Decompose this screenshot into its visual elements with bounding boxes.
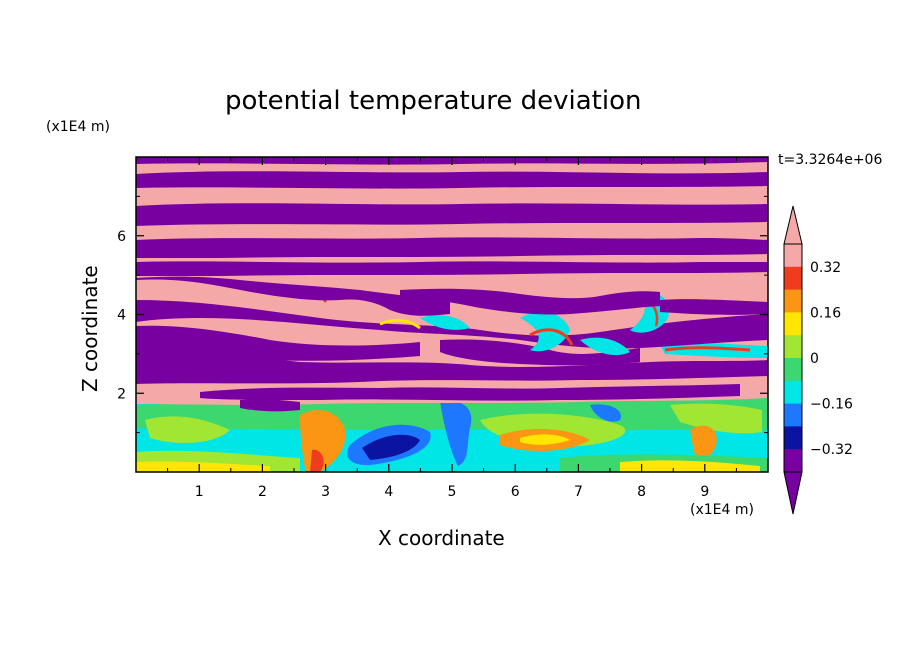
y-tick-label: 2: [117, 386, 126, 402]
y-axis-label: Z coordinate: [78, 265, 102, 392]
colorbar-frame: [783, 243, 803, 473]
x-tick-label: 3: [321, 484, 330, 500]
colorbar-tick-label: −0.16: [810, 397, 853, 413]
y-ticks: 2 4 6: [117, 195, 768, 434]
colorbar-swatch: [784, 380, 802, 405]
x-tick-label: 5: [448, 484, 457, 500]
x-tick-label: 6: [511, 484, 520, 500]
colorbar-tick-label: 0.32: [810, 260, 841, 276]
colorbar-swatch: [784, 426, 802, 450]
x-tick-label: 1: [195, 484, 204, 500]
x-tick-label: 9: [700, 484, 709, 500]
colorbar-swatch: [784, 358, 802, 382]
colorbar-over-arrow: [783, 205, 803, 245]
x-axis-unit: (x1E4 m): [690, 502, 754, 518]
x-axis-label: X coordinate: [378, 526, 505, 550]
x-tick-label: 2: [258, 484, 267, 500]
colorbar-tick-label: −0.32: [810, 442, 853, 458]
x-tick-label: 7: [574, 484, 583, 500]
contour-field: [136, 157, 768, 472]
time-label: t=3.3264e+06: [778, 152, 883, 168]
x-tick-label: 4: [384, 484, 393, 500]
chart-title: potential temperature deviation: [225, 86, 642, 116]
colorbar-tick-label: 0.16: [810, 305, 841, 321]
y-tick-label: 6: [117, 229, 126, 245]
colorbar-tick-label: 0: [810, 351, 819, 367]
colorbar-swatch: [784, 335, 802, 359]
colorbar-swatch: [784, 312, 802, 336]
colorbar-swatch: [784, 449, 802, 473]
colorbar-swatch: [784, 289, 802, 313]
y-tick-label: 4: [117, 308, 126, 324]
x-ticks: 1 2 3 4 5 6 7 8 9: [167, 157, 737, 500]
colorbar: 0.32 0.16 0 −0.16 −0.32: [783, 205, 853, 515]
colorbar-under-arrow: [783, 471, 803, 515]
x-tick-label: 8: [637, 484, 646, 500]
colorbar-swatch: [784, 403, 802, 427]
colorbar-swatch: [784, 244, 802, 268]
y-axis-unit: (x1E4 m): [46, 119, 110, 135]
colorbar-swatch: [784, 266, 802, 291]
